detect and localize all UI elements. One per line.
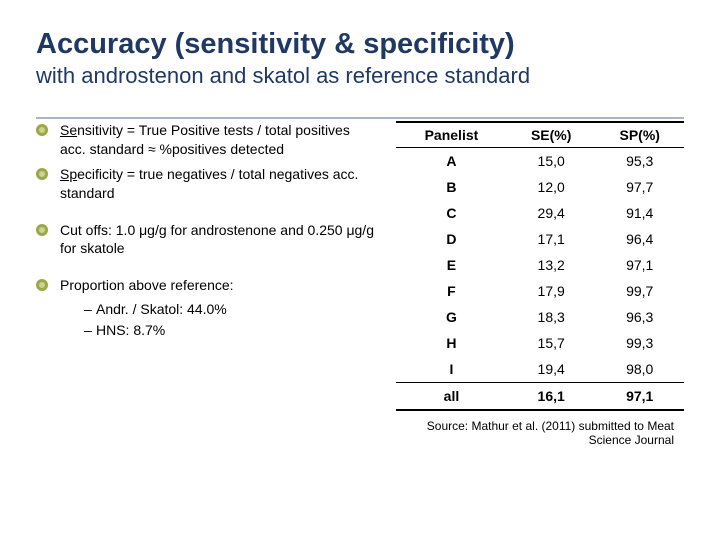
bullet-item: Cut offs: 1.0 μg/g for androstenone and … [36, 221, 376, 259]
table-row: G18,396,3 [396, 304, 684, 330]
bullet-icon [36, 124, 48, 136]
table-row-all: all16,197,1 [396, 383, 684, 411]
table-row: E13,297,1 [396, 252, 684, 278]
table-row: F17,999,7 [396, 278, 684, 304]
dash-icon: – [84, 320, 96, 341]
sub-list: –Andr. / Skatol: 44.0% –HNS: 8.7% [84, 299, 376, 341]
table-column: Panelist SE(%) SP(%) A15,095,3 B12,097,7… [396, 121, 684, 447]
bullet-group-3: Proportion above reference: –Andr. / Ska… [36, 276, 376, 341]
results-table: Panelist SE(%) SP(%) A15,095,3 B12,097,7… [396, 121, 684, 411]
bullet-text: Cut offs: 1.0 μg/g for androstenone and … [60, 221, 376, 259]
bullet-icon [36, 224, 48, 236]
bullet-item: Specificity = true negatives / total neg… [36, 165, 376, 203]
sub-item: –HNS: 8.7% [84, 320, 376, 341]
bullet-icon [36, 279, 48, 291]
table-row: C29,491,4 [396, 200, 684, 226]
table-row: I19,498,0 [396, 356, 684, 383]
bullet-item: Proportion above reference: –Andr. / Ska… [36, 276, 376, 341]
table-row: A15,095,3 [396, 148, 684, 175]
content-row: Sensitivity = True Positive tests / tota… [36, 121, 684, 447]
table-header-row: Panelist SE(%) SP(%) [396, 122, 684, 148]
bullet-icon [36, 168, 48, 180]
col-sp: SP(%) [595, 122, 684, 148]
source-citation: Source: Mathur et al. (2011) submitted t… [396, 419, 684, 447]
table-row: D17,196,4 [396, 226, 684, 252]
table-row: H15,799,3 [396, 330, 684, 356]
col-panelist: Panelist [396, 122, 507, 148]
table-body: A15,095,3 B12,097,7 C29,491,4 D17,196,4 … [396, 148, 684, 411]
table-row: B12,097,7 [396, 174, 684, 200]
dash-icon: – [84, 299, 96, 320]
sub-item: –Andr. / Skatol: 44.0% [84, 299, 376, 320]
col-se: SE(%) [507, 122, 596, 148]
bullet-group-2: Cut offs: 1.0 μg/g for androstenone and … [36, 221, 376, 259]
bullet-text: Specificity = true negatives / total neg… [60, 165, 376, 203]
title-divider [36, 117, 684, 119]
slide-title: Accuracy (sensitivity & specificity) [36, 28, 684, 61]
bullets-column: Sensitivity = True Positive tests / tota… [36, 121, 376, 359]
bullet-group-1: Sensitivity = True Positive tests / tota… [36, 121, 376, 203]
bullet-text: Sensitivity = True Positive tests / tota… [60, 121, 376, 159]
bullet-item: Sensitivity = True Positive tests / tota… [36, 121, 376, 159]
bullet-text: Proportion above reference: –Andr. / Ska… [60, 276, 376, 341]
slide-subtitle: with androstenon and skatol as reference… [36, 63, 684, 89]
